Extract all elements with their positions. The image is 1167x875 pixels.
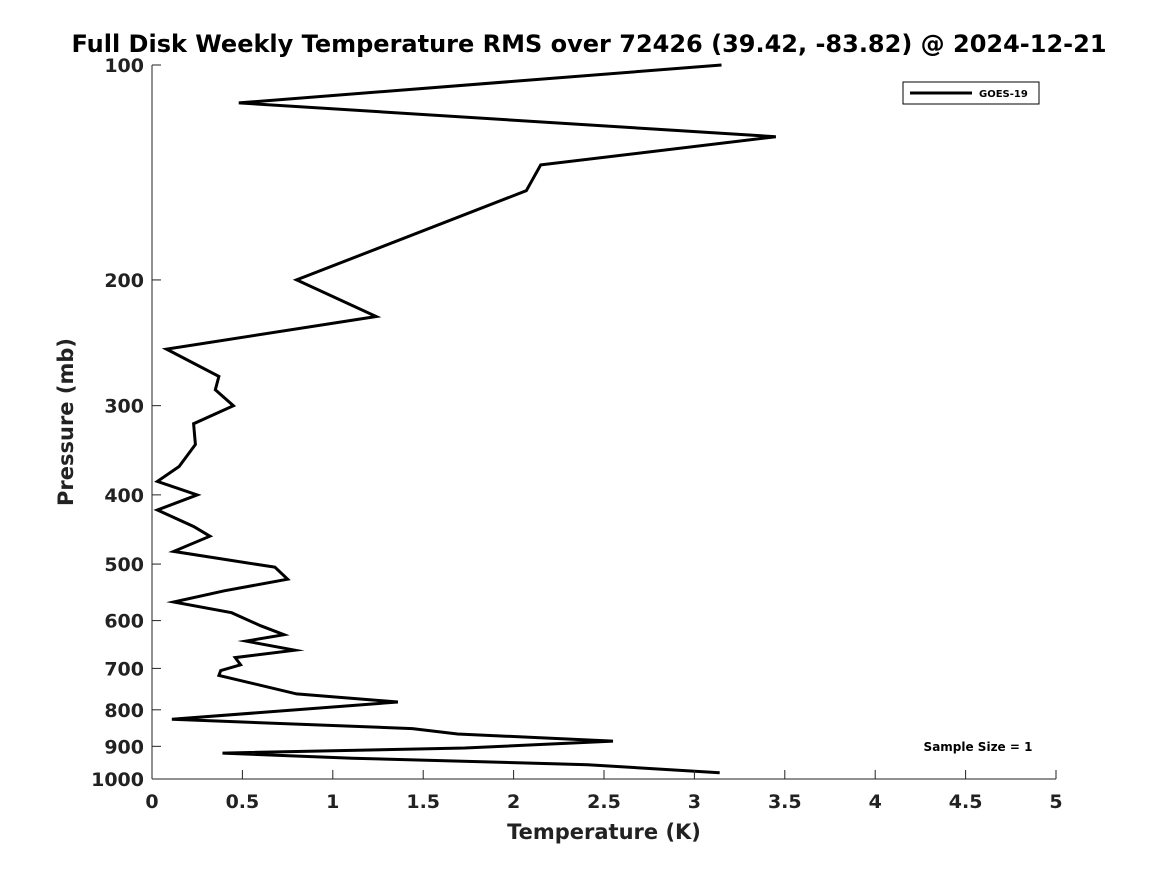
legend-label-goes-19: GOES-19 bbox=[979, 89, 1028, 100]
y-tick-label: 500 bbox=[104, 554, 144, 576]
plot-area bbox=[152, 65, 1056, 779]
y-axis-label: Pressure (mb) bbox=[54, 338, 78, 506]
y-tick-label: 600 bbox=[104, 611, 144, 633]
x-tick-label: 1.5 bbox=[406, 791, 440, 813]
y-tick-label: 800 bbox=[104, 700, 144, 722]
chart-title: Full Disk Weekly Temperature RMS over 72… bbox=[71, 30, 1106, 58]
series-line-goes-19 bbox=[153, 63, 776, 775]
x-tick-label: 0 bbox=[145, 791, 158, 813]
legend: GOES-19 bbox=[902, 81, 1040, 105]
series-layer bbox=[153, 63, 776, 775]
x-axis-ticks: 0 0.5 1 1.5 2 2.5 3 3.5 4 4.5 5 bbox=[145, 770, 1063, 813]
x-axis-label: Temperature (K) bbox=[507, 820, 701, 844]
y-tick-label: 900 bbox=[104, 736, 144, 758]
y-axis-ticks: 100 200 300 400 500 600 700 800 900 1000 bbox=[91, 55, 161, 791]
y-tick-label: 400 bbox=[104, 485, 144, 507]
x-tick-label: 3 bbox=[688, 791, 701, 813]
x-tick-label: 3.5 bbox=[768, 791, 802, 813]
y-tick-label: 700 bbox=[104, 658, 144, 680]
x-tick-label: 1 bbox=[326, 791, 339, 813]
y-tick-label: 300 bbox=[104, 396, 144, 418]
sample-size-annotation: Sample Size = 1 bbox=[924, 740, 1033, 754]
x-tick-label: 0.5 bbox=[226, 791, 260, 813]
x-tick-label: 4 bbox=[869, 791, 882, 813]
x-tick-label: 5 bbox=[1049, 791, 1062, 813]
y-tick-label: 100 bbox=[104, 55, 144, 77]
y-tick-label: 1000 bbox=[91, 769, 144, 791]
x-tick-label: 4.5 bbox=[949, 791, 983, 813]
x-tick-label: 2 bbox=[507, 791, 520, 813]
y-tick-label: 200 bbox=[104, 270, 144, 292]
x-tick-label: 2.5 bbox=[587, 791, 621, 813]
